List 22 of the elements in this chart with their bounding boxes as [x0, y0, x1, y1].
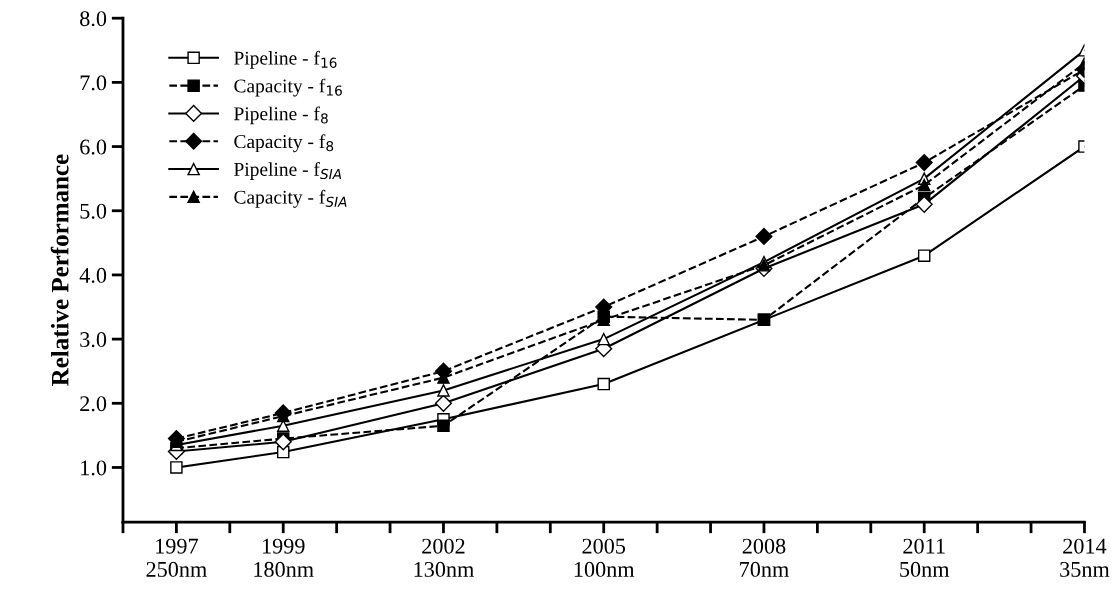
y-tick-label: 8.0	[80, 11, 107, 27]
x-tick-label: 1997 250nm	[146, 538, 207, 577]
legend-label: Capacity - f$_{SIA}$	[234, 189, 347, 208]
y-tick-label: 1.0	[81, 460, 107, 476]
y-axis-title: Relative Performance	[50, 154, 69, 386]
y-tick-label: 6.0	[80, 139, 107, 155]
legend-label: Capacity - f$_{8}$	[234, 134, 334, 153]
x-tick-label: 2002 130nm	[414, 538, 474, 577]
x-tick-label: 1999 180nm	[254, 538, 314, 577]
y-tick-label: 7.0	[80, 75, 107, 91]
y-tick-label: 4.0	[79, 267, 107, 283]
x-tick-label: 2014 35nm	[1060, 538, 1110, 577]
y-tick-label: 2.0	[80, 396, 107, 412]
y-tick-label: 3.0	[80, 332, 107, 348]
x-tick-label: 2005 100nm	[574, 538, 635, 577]
legend-label: Capacity - f$_{16}$	[234, 78, 342, 97]
x-tick-label: 2011 50nm	[900, 538, 950, 577]
x-tick-label: 2008 70nm	[740, 538, 789, 577]
legend-label: Pipeline - f$_{8}$	[234, 106, 328, 125]
legend-label: Pipeline - f$_{SIA}$	[234, 162, 342, 180]
legend-label: Pipeline - f$_{16}$	[234, 50, 337, 69]
y-tick-label: 5.0	[80, 203, 107, 219]
